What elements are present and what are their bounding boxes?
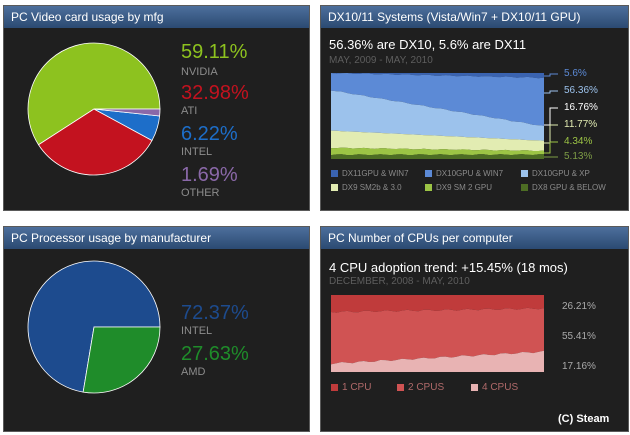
legend-swatch: [331, 170, 338, 178]
value-label-2-cpus: 55.41%: [562, 331, 596, 342]
intel-cpu-percent: 72.37%: [181, 302, 249, 324]
area-series-dx9-sm2b-3-0: [331, 130, 544, 151]
label-connector: [544, 141, 558, 154]
legend-label: 4 CPUS: [482, 382, 519, 393]
cpu-subtitle: 4 CPU adoption trend: +15.45% (18 mos): [329, 260, 568, 275]
pie-slice-other: [93, 108, 161, 117]
legend-item-dx8-gpu-below: DX8 GPU & BELOW: [521, 183, 606, 192]
area-series-2-cpus: [331, 307, 544, 365]
legend-item-dx9-sm-2-gpu: DX9 SM 2 GPU: [425, 183, 492, 192]
label-connector: [544, 73, 558, 77]
legend-swatch: [331, 184, 338, 192]
panel-title: DX10/11 Systems (Vista/Win7 + DX10/11 GP…: [321, 6, 628, 28]
amd-percent: 27.63%: [181, 343, 249, 365]
value-label-4-cpus: 26.21%: [562, 301, 596, 312]
legend-item-dx10gpu-xp: DX10GPU & XP: [521, 169, 590, 178]
legend-swatch: [521, 184, 528, 192]
amd-label: AMD: [181, 366, 206, 378]
area-series-dx10gpu-xp: [331, 90, 544, 141]
label-connector: [544, 107, 558, 126]
processor-panel: PC Processor usage by manufacturer 72.37…: [3, 226, 310, 432]
ati-percent: 32.98%: [181, 82, 249, 104]
value-label-dx10gpu-xp: 16.76%: [564, 102, 598, 113]
area-series-dx9-sm-2-gpu: [331, 147, 544, 156]
label-connector: [544, 90, 558, 94]
dx-systems-panel: DX10/11 Systems (Vista/Win7 + DX10/11 GP…: [320, 5, 629, 211]
other-percent: 1.69%: [181, 164, 238, 186]
legend-item-dx9-sm2b-3-0: DX9 SM2b & 3.0: [331, 183, 402, 192]
panel-title: PC Video card usage by mfg: [4, 6, 309, 28]
legend-item-2-cpus: 2 CPUS: [397, 382, 444, 393]
dx-label-connectors: [544, 73, 558, 158]
legend-swatch: [397, 383, 404, 391]
dx-subtitle: 56.36% are DX10, 5.6% are DX11: [329, 37, 527, 52]
value-label-dx10gpu-win7: 56.36%: [564, 85, 598, 96]
legend-item-4-cpus: 4 CPUS: [471, 382, 518, 393]
legend-swatch: [425, 184, 432, 192]
legend-label: DX11GPU & WIN7: [342, 169, 409, 178]
value-label-dx11gpu-win7: 5.6%: [564, 68, 587, 79]
intel-cpu-label: INTEL: [181, 325, 213, 337]
legend-swatch: [331, 383, 338, 391]
pie-slice-intel: [27, 260, 161, 393]
other-label: OTHER: [181, 187, 220, 199]
video-card-panel: PC Video card usage by mfg 59.11% NVIDIA…: [3, 5, 310, 211]
intel-gpu-label: INTEL: [181, 146, 213, 158]
cpu-area-chart: [331, 295, 544, 372]
area-series-1-cpu: [331, 295, 544, 313]
panel-title: PC Number of CPUs per computer: [321, 227, 628, 249]
ati-label: ATI: [181, 105, 198, 117]
legend-item-dx10gpu-win7: DX10GPU & WIN7: [425, 169, 503, 178]
legend-swatch: [471, 383, 478, 391]
steam-credit: (C) Steam: [558, 413, 610, 425]
legend-label: 1 CPU: [342, 382, 372, 393]
legend-label: DX10GPU & XP: [532, 169, 590, 178]
dx-date-range: MAY, 2009 - MAY, 2010: [329, 55, 433, 66]
cpu-date-range: DECEMBER, 2008 - MAY, 2010: [329, 276, 470, 287]
panel-title: PC Processor usage by manufacturer: [4, 227, 309, 249]
intel-gpu-percent: 6.22%: [181, 123, 238, 145]
processor-pie-chart: [27, 260, 161, 394]
nvidia-label: NVIDIA: [181, 66, 218, 78]
value-label-dx8-gpu-below: 5.13%: [564, 151, 593, 162]
area-series-4-cpus: [331, 350, 544, 372]
label-connector: [544, 124, 558, 144]
area-series-dx11gpu-win7: [331, 73, 544, 79]
area-series-dx10gpu-win7: [331, 73, 544, 126]
legend-label: DX10GPU & WIN7: [436, 169, 504, 178]
value-label-dx9-sm-2-gpu: 4.34%: [564, 136, 593, 147]
pie-slice-nvidia: [27, 42, 161, 146]
video-card-pie-chart: [27, 42, 161, 176]
nvidia-percent: 59.11%: [181, 41, 248, 63]
dx-area-chart: [331, 73, 544, 159]
value-label-1-cpu: 17.16%: [562, 361, 596, 372]
legend-item-1-cpu: 1 CPU: [331, 382, 371, 393]
pie-slice-amd: [82, 326, 161, 394]
legend-swatch: [521, 170, 528, 178]
legend-label: DX8 GPU & BELOW: [532, 183, 606, 192]
cpus-per-computer-panel: PC Number of CPUs per computer 4 CPU ado…: [320, 226, 629, 432]
legend-label: DX9 SM2b & 3.0: [342, 183, 402, 192]
legend-item-dx11gpu-win7: DX11GPU & WIN7: [331, 169, 409, 178]
legend-label: 2 CPUS: [408, 382, 445, 393]
legend-swatch: [425, 170, 432, 178]
legend-label: DX9 SM 2 GPU: [436, 183, 493, 192]
value-label-dx9-sm2b-3-0: 11.77%: [564, 119, 598, 130]
area-series-dx8-gpu-below: [331, 154, 544, 159]
